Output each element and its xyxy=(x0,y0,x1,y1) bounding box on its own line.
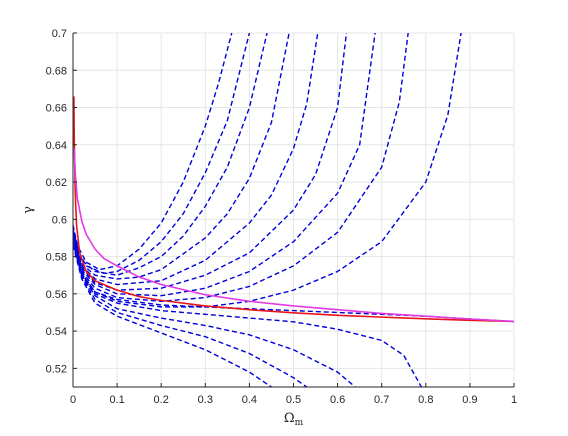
x-tick-label: 0.6 xyxy=(330,394,345,406)
x-tick-label: 0 xyxy=(70,394,76,406)
axes xyxy=(72,32,515,388)
x-tick-label: 0.9 xyxy=(462,394,477,406)
x-axis-label-subscript: m xyxy=(295,418,304,428)
x-tick-label: 0.2 xyxy=(154,394,169,406)
x-tick-label: 0.5 xyxy=(286,394,301,406)
dashed-series-line-5 xyxy=(73,33,290,280)
y-tick-label: 0.68 xyxy=(46,65,67,77)
y-tick-label: 0.66 xyxy=(46,103,67,115)
x-tick-label: 0.7 xyxy=(374,394,389,406)
y-tick-label: 0.56 xyxy=(46,289,67,301)
dashed-series-line-3 xyxy=(73,33,251,275)
y-tick-label: 0.54 xyxy=(46,326,67,338)
magenta-series-line-1 xyxy=(73,148,514,323)
series-group xyxy=(73,33,514,387)
x-axis-label-main: Ω xyxy=(284,411,295,426)
x-tick-label: 0.1 xyxy=(109,394,124,406)
x-tick-label: 1 xyxy=(511,394,517,406)
dashed-series-line-14 xyxy=(73,241,423,387)
y-tick-label: 0.7 xyxy=(52,28,67,40)
x-tick-label: 0.4 xyxy=(242,394,257,406)
x-tick-label: 0.3 xyxy=(198,394,213,406)
tick-labels: 0 0.1 0.2 0.3 0.4 0.5 0.6 0.7 0.8 0.9 1 0.52 0.54 0.5… xyxy=(46,28,517,406)
y-tick-label: 0.62 xyxy=(46,177,67,189)
x-tick-label: 0.8 xyxy=(418,394,433,406)
dashed-series-line-12 xyxy=(73,243,308,387)
y-tick-label: 0.6 xyxy=(52,214,67,226)
y-tick-label: 0.64 xyxy=(46,140,67,152)
x-axis-label: Ωm xyxy=(284,411,304,428)
y-tick-label: 0.52 xyxy=(46,363,67,375)
dashed-series-line-11 xyxy=(73,243,356,387)
dashed-series-line-15 xyxy=(73,239,514,323)
y-tick-label: 0.58 xyxy=(46,252,67,264)
y-axis-label: γ xyxy=(21,206,36,214)
grid xyxy=(72,32,515,387)
dashed-series-line-9 xyxy=(73,33,409,302)
dashed-series-line-4 xyxy=(73,33,268,276)
dashed-series-line-2 xyxy=(73,33,233,271)
